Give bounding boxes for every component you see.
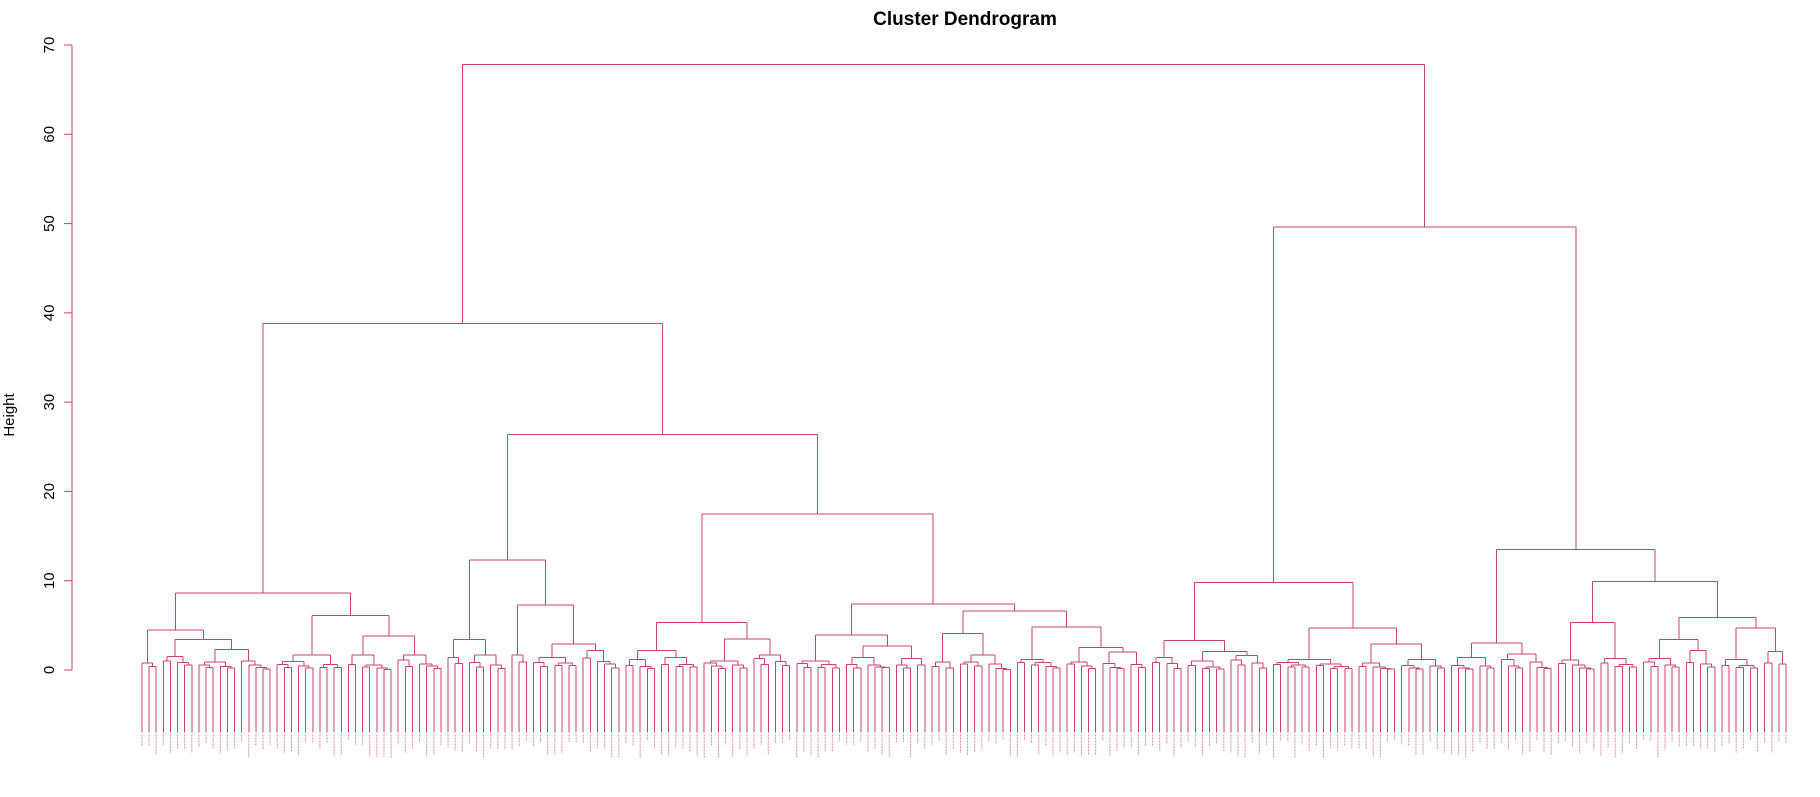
y-tick-label: 10 bbox=[41, 572, 58, 589]
y-tick-label: 20 bbox=[41, 483, 58, 500]
y-tick-label: 30 bbox=[41, 394, 58, 411]
y-tick-label: 50 bbox=[41, 215, 58, 232]
y-tick-label: 0 bbox=[41, 666, 58, 674]
chart-title: Cluster Dendrogram bbox=[873, 9, 1057, 30]
y-tick-label: 70 bbox=[41, 37, 58, 54]
dendrogram-branches bbox=[141, 64, 1787, 733]
y-axis-label: Height bbox=[1, 392, 18, 436]
y-tick-label: 40 bbox=[41, 305, 58, 322]
leaf-labels bbox=[141, 734, 1787, 759]
y-axis: 0 10 20 30 40 50 60 70 bbox=[41, 37, 73, 674]
y-tick-label: 60 bbox=[41, 126, 58, 143]
